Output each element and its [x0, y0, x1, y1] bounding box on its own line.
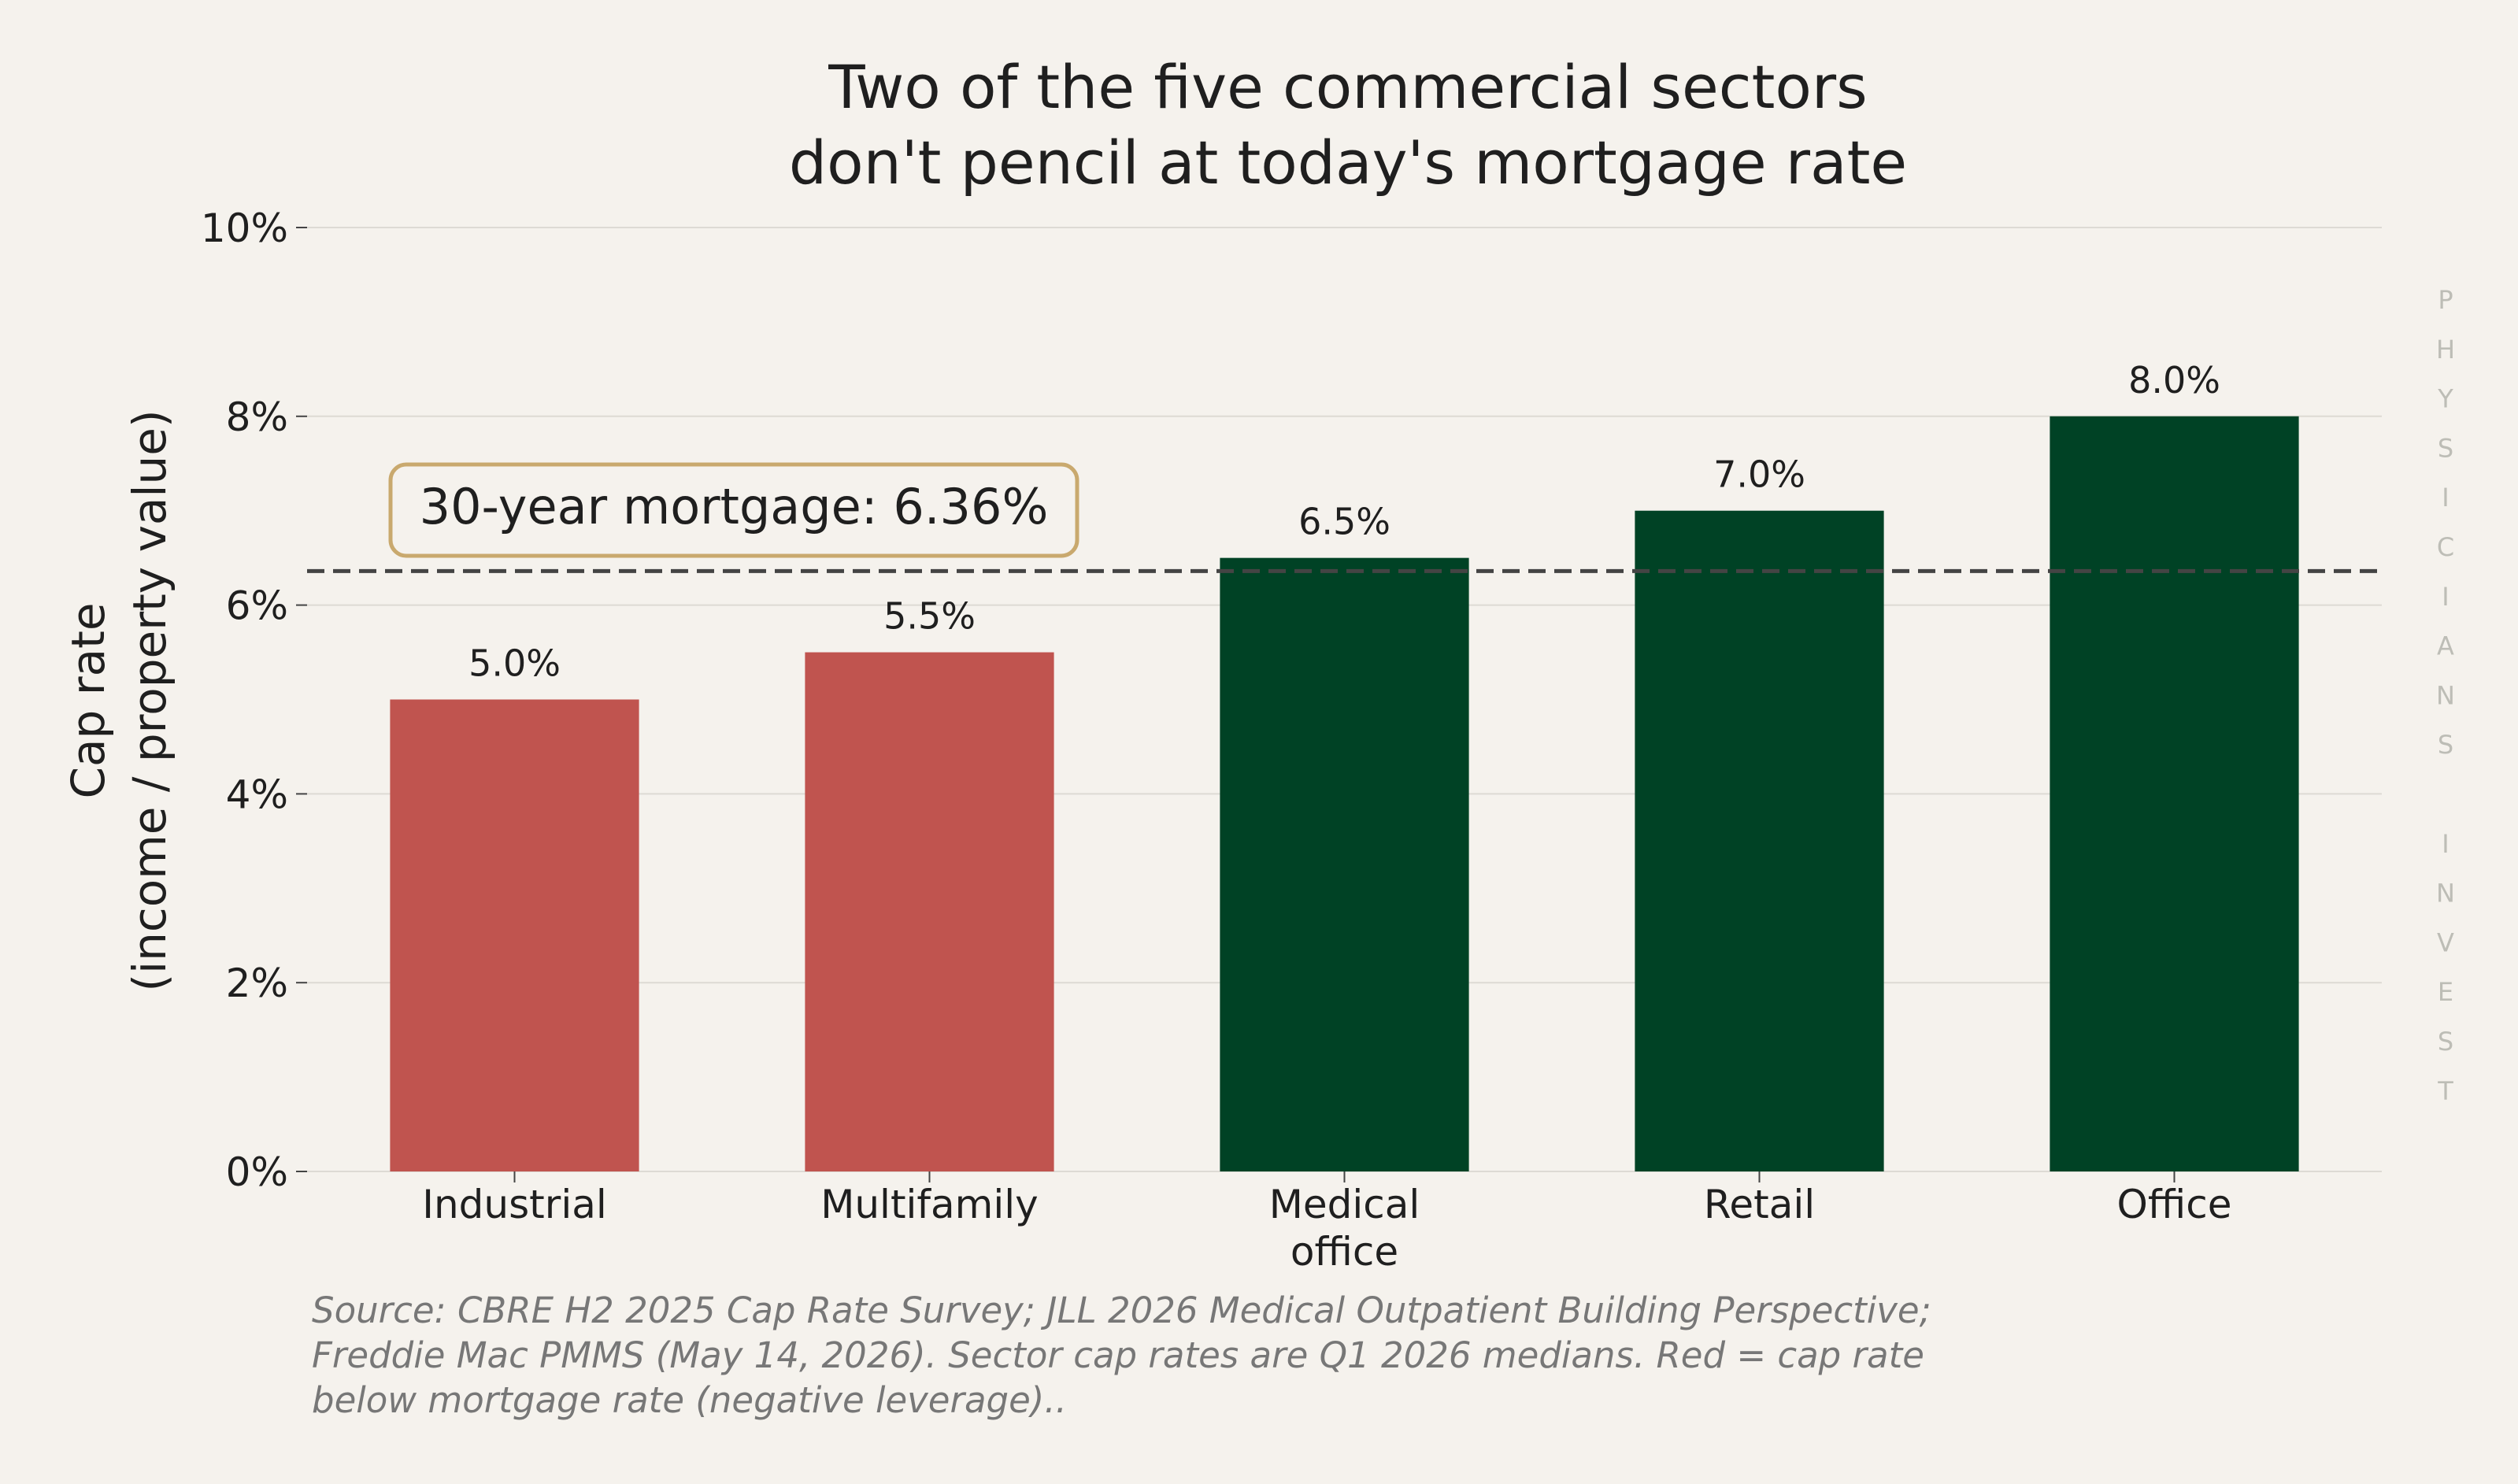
bar	[1220, 557, 1469, 1171]
x-tick-label: office	[1290, 1229, 1398, 1275]
watermark-letter: Y	[2437, 384, 2453, 414]
bar	[1635, 510, 1884, 1171]
watermark-letter: C	[2437, 532, 2454, 562]
watermark-letter: N	[2436, 680, 2455, 710]
bar-value-label: 6.5%	[1298, 501, 1390, 543]
y-tick-label: 8%	[226, 394, 288, 440]
watermark-letter: H	[2436, 335, 2455, 365]
watermark-letter: P	[2438, 285, 2453, 315]
x-tick-label: Multifamily	[820, 1182, 1039, 1227]
watermark-letter: N	[2436, 879, 2455, 909]
watermark-letter: A	[2437, 631, 2454, 661]
y-tick-label: 0%	[226, 1149, 288, 1195]
watermark-letter: E	[2438, 977, 2453, 1007]
y-tick-label: 10%	[201, 205, 288, 251]
y-tick-label: 2%	[226, 960, 288, 1006]
y-axis-label-line-1: Cap rate	[61, 602, 115, 798]
watermark-letter: I	[2442, 483, 2449, 513]
bar-value-labels: 5.0% 5.5% 6.5% 7.0% 8.0%	[468, 359, 2220, 685]
y-tick-label: 4%	[226, 772, 288, 817]
chart-title-line-1: Two of the five commercial sectors	[828, 52, 1867, 122]
x-tick-label: Medical	[1269, 1182, 1420, 1227]
y-axis-ticks: 0% 2% 4% 6% 8% 10%	[201, 205, 307, 1195]
source-line-2: Freddie Mac PMMS (May 14, 2026). Sector …	[312, 1334, 1924, 1376]
chart-title-line-2: don't pencil at today's mortgage rate	[789, 128, 1907, 198]
bar-value-label: 8.0%	[2128, 359, 2220, 402]
bar	[390, 699, 639, 1171]
watermark-letter: S	[2438, 433, 2453, 463]
x-tick-label: Industrial	[422, 1182, 607, 1227]
bars	[390, 416, 2299, 1171]
source-note: Source: CBRE H2 2025 Cap Rate Survey; JL…	[312, 1290, 1931, 1421]
watermark-letter: I	[2442, 582, 2449, 612]
mortgage-annotation: 30-year mortgage: 6.36%	[388, 462, 1079, 558]
bar	[2050, 416, 2299, 1171]
watermark-letter: S	[2438, 730, 2453, 760]
watermark-letter: T	[2437, 1076, 2453, 1106]
bar-value-label: 7.0%	[1713, 453, 1805, 496]
source-line-1: Source: CBRE H2 2025 Cap Rate Survey; JL…	[312, 1290, 1931, 1331]
watermark-letter: S	[2438, 1027, 2453, 1057]
y-axis-label: Cap rate (income / property value)	[61, 409, 176, 991]
watermark-letter: V	[2437, 927, 2454, 957]
bar-value-label: 5.5%	[883, 595, 976, 638]
source-line-3: below mortgage rate (negative leverage).…	[312, 1379, 1067, 1421]
watermark-letter: I	[2442, 829, 2449, 859]
y-tick-label: 6%	[226, 583, 288, 629]
x-tick-label: Retail	[1704, 1182, 1815, 1227]
mortgage-annotation-box	[388, 462, 1079, 558]
bar	[805, 652, 1054, 1171]
y-axis-label-line-2: (income / property value)	[123, 409, 176, 991]
x-tick-label: Office	[2117, 1182, 2232, 1227]
bar-value-label: 5.0%	[468, 642, 561, 685]
mortgage-annotation-text: 30-year mortgage: 6.36%	[420, 478, 1049, 535]
